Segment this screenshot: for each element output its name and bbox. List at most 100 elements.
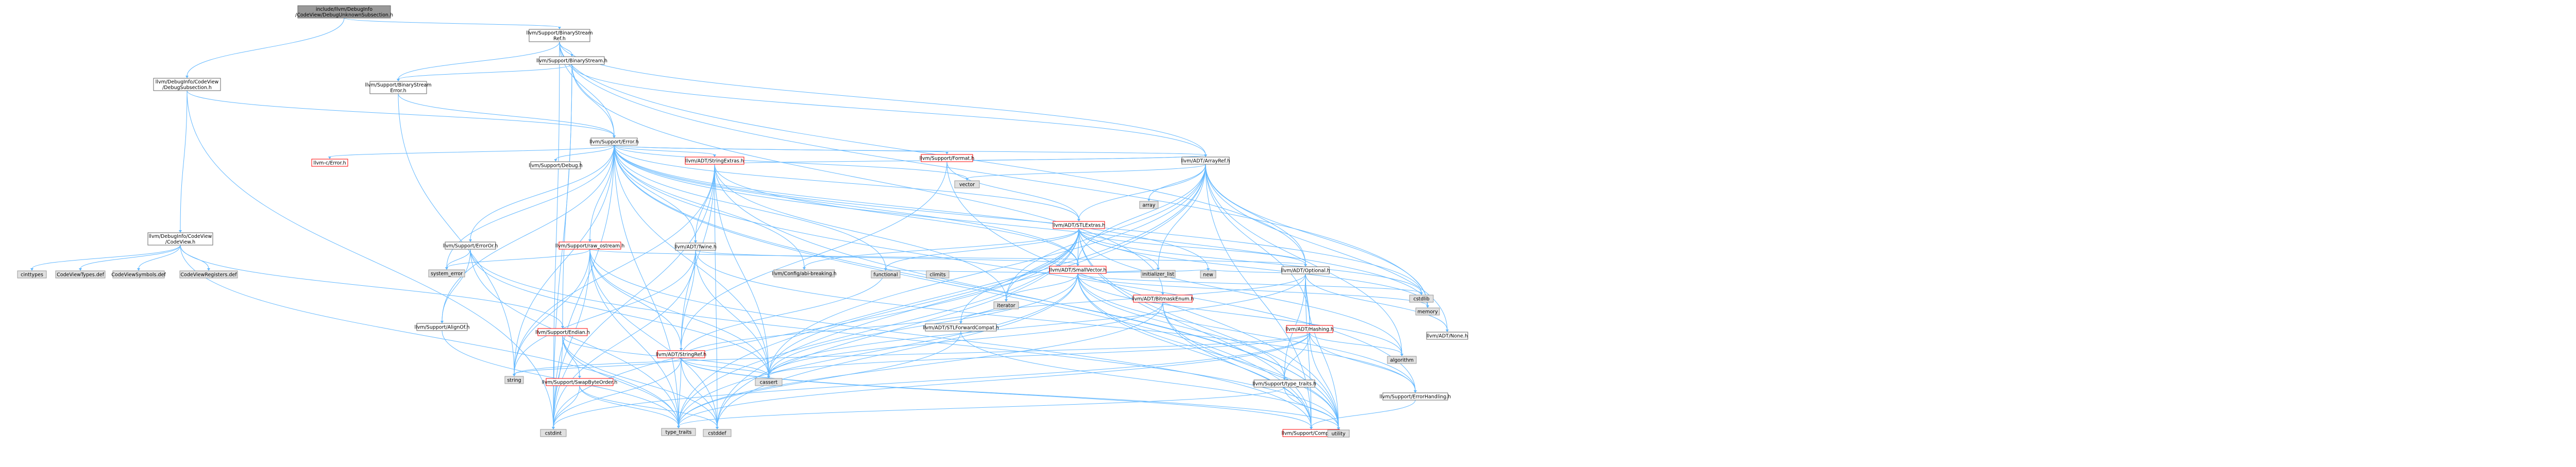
node-llvm-support-error-h[interactable]: llvm/Support/Error.h (589, 137, 639, 146)
edge-bmenum-to-typetraits (678, 302, 1163, 427)
node-label: llvm/ADT/ArrayRef.h (1181, 159, 1230, 164)
node-box (1253, 379, 1315, 388)
edge-stlext-to-cstdlib (1078, 228, 1422, 293)
node-llvm-support-raw-ostream-h[interactable]: llvm/Support/raw_ostream.h (555, 241, 625, 250)
edge-err-to-stlext (614, 145, 1079, 220)
edge-stlext-to-cfgabi (804, 228, 1079, 268)
edge-aref-to-compiler (1205, 164, 1312, 428)
node-llvm-support-type-traits-h[interactable]: llvm/Support/type_traits.h (1252, 379, 1316, 388)
edge-rawos-to-typetraits (589, 249, 679, 427)
edge-errorOr-to-sysErr (446, 249, 471, 268)
edge-strext-to-string (514, 164, 715, 375)
node-iterator: iterator (993, 301, 1019, 309)
node-box (529, 29, 590, 42)
edge-arrowhead-endian-to-sbo (578, 376, 581, 378)
node-label: type_traits (666, 430, 692, 436)
node-llvm-adt-arrayref-h[interactable]: llvm/ADT/ArrayRef.h (1181, 157, 1230, 165)
node-include-llvm-debuginfo-codeview-debugunknownsubsection-h[interactable]: include/llvm/DebugInfo/CodeView/DebugUnk… (295, 5, 393, 19)
node-llvm-adt-stringref-h[interactable]: llvm/ADT/StringRef.h (656, 350, 706, 358)
edge-arrowhead-typetr-to-utility (1337, 427, 1340, 430)
edge-aref-to-cstddef (717, 164, 1206, 428)
node-llvm-adt-stringextras-h[interactable]: llvm/ADT/StringExtras.h (685, 157, 744, 165)
node-llvm-support-endian-h[interactable]: llvm/Support/Endian.h (535, 328, 590, 336)
node-llvm-debuginfo-codeview-codeview-h[interactable]: llvm/DebugInfo/CodeView/CodeView.h (147, 232, 213, 246)
edge-err-to-new (614, 145, 1209, 269)
node-label: llvm/ADT/STLForwardCompat.h (923, 325, 999, 331)
node-llvm-support-binarystream-h[interactable]: llvm/Support/BinaryStream.h (536, 56, 607, 65)
edge-root-to-bsr (344, 18, 560, 28)
edge-arrowhead-sref-to-functional (884, 268, 887, 271)
edge-arrowhead-sref-to-iterator (1005, 299, 1008, 302)
edge-arrowhead-cvh-to-cvsym (137, 268, 140, 271)
node-label: llvm/Support/ErrorOr.h (443, 244, 498, 249)
edge-arrowhead-err-to-errorOr (469, 239, 472, 242)
edge-aref-to-initlist (1158, 164, 1206, 269)
nodes-layer: include/llvm/DebugInfo/CodeView/DebugUnk… (17, 5, 1468, 438)
edge-rawos-to-sref (589, 249, 682, 349)
node-box (1426, 332, 1468, 340)
node-string: string (504, 376, 524, 384)
edge-aref-to-memory (1205, 164, 1428, 306)
edges-layer (30, 18, 1449, 430)
node-llvm-support-errorhandling-h[interactable]: llvm/Support/ErrorHandling.h (1380, 392, 1451, 401)
edge-arrowhead-aref-to-vector (965, 178, 969, 181)
edge-err-to-strext (614, 145, 715, 155)
node-label: include/llvm/DebugInfo (316, 7, 372, 12)
node-cassert: cassert (755, 378, 783, 386)
node-label: string (507, 378, 521, 384)
node-label: /CodeView/DebugUnknownSubsection.h (295, 12, 393, 18)
node-llvm-support-debug-h[interactable]: llvm/Support/Debug.h (529, 161, 583, 169)
node-llvm-adt-stlforwardcompat-h[interactable]: llvm/ADT/STLForwardCompat.h (923, 323, 999, 332)
node-label: llvm/ADT/StringExtras.h (685, 159, 744, 164)
edge-arrowhead-cvh-to-endian (561, 326, 564, 328)
node-box (755, 378, 783, 386)
node-llvm-debuginfo-codeview-debugsubsection-h[interactable]: llvm/DebugInfo/CodeView/DebugSubsection.… (153, 78, 221, 91)
node-llvm-adt-none-h[interactable]: llvm/ADT/None.h (1426, 332, 1468, 340)
edge-bsr-to-aref (559, 41, 1206, 155)
node-box (540, 429, 567, 437)
node-label: llvm/Support/BinaryStream (526, 30, 592, 36)
node-label: llvm/Support/Compiler.h (1281, 431, 1341, 437)
edge-hashing-to-algorithm (1309, 332, 1402, 355)
edge-rawos-to-cstddef (589, 249, 718, 428)
edge-rawos-to-sysErr (446, 249, 590, 268)
node-box (1415, 307, 1440, 316)
node-llvm-adt-bitmaskenum-h[interactable]: llvm/ADT/BitmaskEnum.h (1132, 295, 1194, 303)
node-box (537, 328, 588, 336)
edge-twine-to-string (514, 250, 696, 375)
edge-err-to-aref (614, 145, 1206, 155)
node-label: cassert (760, 380, 778, 386)
edge-err-to-cassert (614, 145, 769, 377)
node-label: Error.h (390, 88, 406, 94)
node-llvm-adt-smallvector-h[interactable]: llvm/ADT/SmallVector.h (1049, 266, 1107, 274)
node-llvm-adt-hashing-h[interactable]: llvm/ADT/Hashing.h (1285, 325, 1334, 333)
node-llvm-c-error-h[interactable]: llvm-c/Error.h (311, 159, 348, 167)
edge-hashing-to-errh (1309, 332, 1416, 391)
node-llvm-support-format-h[interactable]: llvm/Support/Format.h (920, 154, 975, 162)
node-llvm-support-erroror-h[interactable]: llvm/Support/ErrorOr.h (443, 241, 498, 250)
edge-arrowhead-smallv-to-memory (1426, 305, 1429, 308)
node-box (55, 270, 106, 279)
node-label: array (1143, 203, 1156, 209)
node-llvm-support-swapbyteorder-h[interactable]: llvm/Support/SwapByteOrder.h (542, 378, 618, 386)
edge-arrowhead-hashing-to-errh (1414, 390, 1417, 393)
node-llvm-adt-optional-h[interactable]: llvm/ADT/Optional.h (1281, 266, 1330, 274)
edge-hashing-to-utility (1309, 332, 1339, 428)
node-label: llvm/Support/SwapByteOrder.h (542, 380, 618, 386)
edge-strext-to-cstddef (714, 164, 718, 428)
edge-aref-to-typetraits (678, 164, 1206, 427)
node-llvm-adt-twine-h[interactable]: llvm/ADT/Twine.h (674, 243, 717, 251)
node-llvm-adt-stlextras-h[interactable]: llvm/ADT/STLExtras.h (1053, 221, 1105, 229)
edge-sref-to-iterator (681, 299, 1007, 358)
node-functional: functional (871, 270, 901, 279)
node-box (1281, 266, 1330, 274)
edge-err-to-dbg (555, 145, 615, 160)
edge-aref-to-optional (1205, 164, 1306, 265)
node-codeviewtypes-def: CodeViewTypes.def (55, 270, 106, 279)
node-cstdlib: cstdlib (1409, 295, 1434, 303)
edge-bse-to-string (398, 93, 515, 375)
node-llvm-support-alignof-h[interactable]: llvm/Support/AlignOf.h (414, 323, 470, 331)
edge-hashing-to-cassert (768, 332, 1310, 377)
